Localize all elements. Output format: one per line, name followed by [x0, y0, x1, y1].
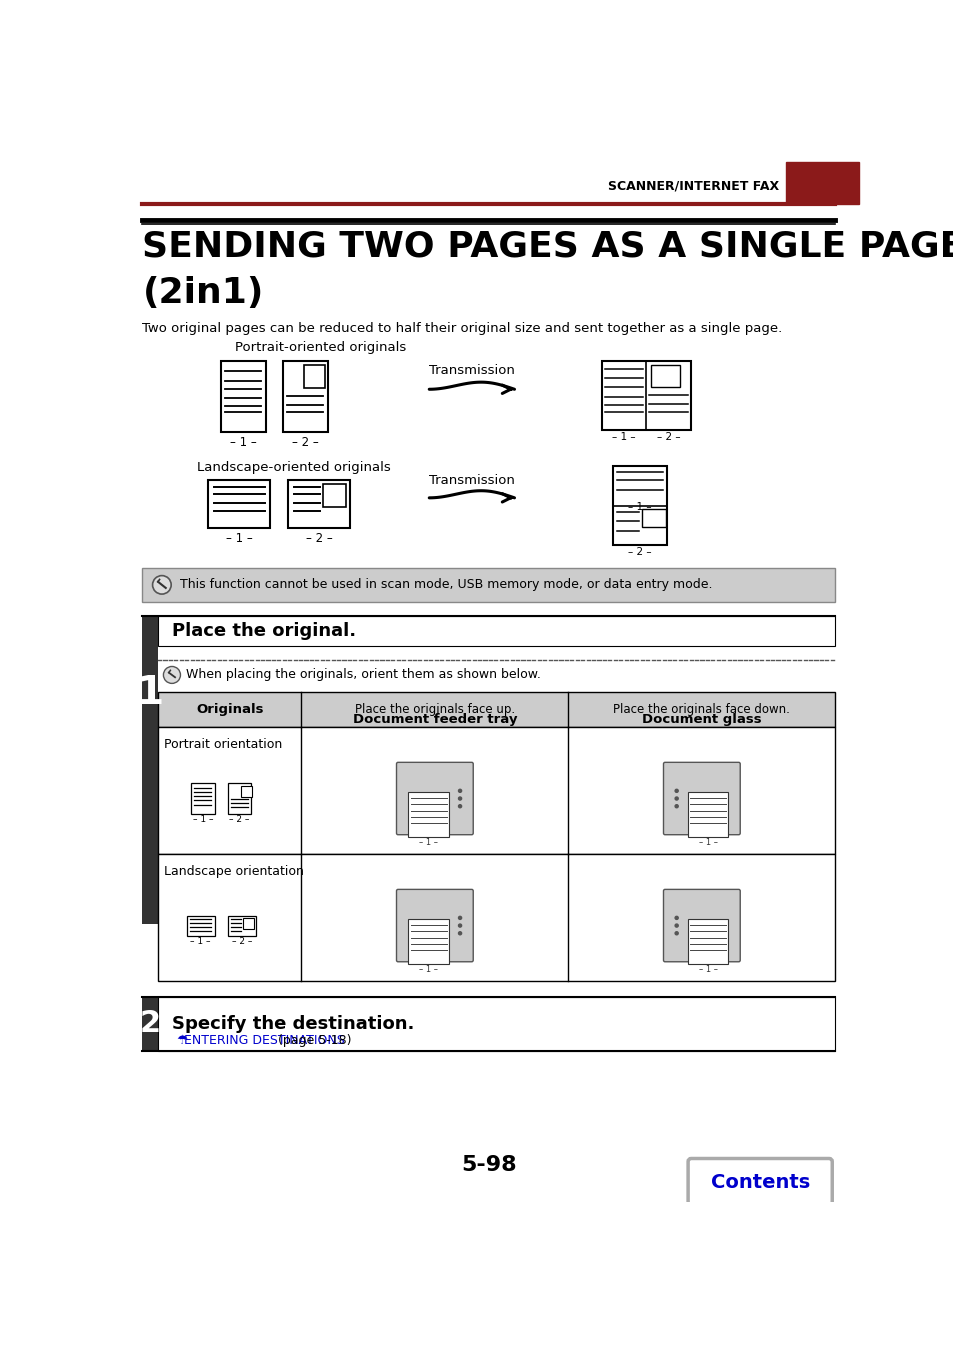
- Text: – 1 –: – 1 –: [698, 838, 717, 847]
- Bar: [397, 1020, 471, 1029]
- Text: Landscape-oriented originals: Landscape-oriented originals: [196, 461, 390, 474]
- Text: ENTERING DESTINATIONS: ENTERING DESTINATIONS: [184, 1034, 345, 1047]
- Text: – 1 –: – 1 –: [612, 432, 635, 442]
- Circle shape: [152, 576, 171, 594]
- Bar: [785, 162, 858, 204]
- Circle shape: [458, 924, 461, 927]
- Bar: [158, 616, 835, 646]
- Text: – 1 –: – 1 –: [193, 816, 213, 824]
- Circle shape: [458, 916, 461, 920]
- Text: When placing the originals, orient them as shown below.: When placing the originals, orient them …: [186, 669, 540, 681]
- Circle shape: [675, 797, 678, 800]
- Text: SCANNER/INTERNET FAX: SCANNER/INTERNET FAX: [608, 180, 779, 192]
- Circle shape: [163, 666, 180, 684]
- Text: Document feeder tray: Document feeder tray: [353, 713, 517, 725]
- Text: 5-98: 5-98: [460, 1155, 517, 1174]
- Text: 1: 1: [136, 674, 164, 712]
- Text: Place the originals face down.: Place the originals face down.: [613, 704, 789, 716]
- Text: – 1 –: – 1 –: [230, 436, 256, 450]
- Circle shape: [458, 805, 461, 808]
- Bar: [322, 484, 346, 507]
- Bar: [228, 916, 255, 936]
- Bar: [664, 893, 738, 902]
- Circle shape: [458, 932, 461, 935]
- Text: – 1 –: – 1 –: [698, 965, 717, 974]
- Circle shape: [458, 797, 461, 800]
- Bar: [288, 480, 350, 528]
- Text: – 2 –: – 2 –: [656, 432, 679, 442]
- Bar: [641, 509, 665, 527]
- Text: – 1 –: – 1 –: [418, 965, 437, 974]
- Text: Place the original.: Place the original.: [172, 621, 355, 640]
- Bar: [187, 916, 214, 936]
- Text: – 2 –: – 2 –: [232, 938, 252, 946]
- Bar: [408, 792, 449, 836]
- Text: – 1 –: – 1 –: [191, 938, 211, 946]
- Text: Transmission: Transmission: [429, 363, 515, 377]
- FancyBboxPatch shape: [396, 762, 473, 835]
- Circle shape: [675, 924, 678, 927]
- Bar: [650, 365, 679, 386]
- Text: Place the originals face up.: Place the originals face up.: [355, 704, 515, 716]
- Text: 2: 2: [139, 1009, 161, 1039]
- Circle shape: [675, 805, 678, 808]
- Bar: [208, 480, 270, 528]
- Text: – 1 –: – 1 –: [418, 838, 437, 847]
- Circle shape: [675, 916, 678, 920]
- FancyBboxPatch shape: [687, 1159, 831, 1205]
- Bar: [158, 727, 835, 854]
- Text: Specify the destination.: Specify the destination.: [172, 1016, 414, 1034]
- Text: – 2 –: – 2 –: [306, 532, 333, 546]
- Bar: [228, 784, 251, 813]
- Bar: [241, 786, 252, 797]
- Bar: [142, 567, 835, 601]
- FancyBboxPatch shape: [396, 889, 473, 962]
- Bar: [220, 361, 266, 431]
- Bar: [192, 784, 214, 813]
- Bar: [664, 1020, 738, 1029]
- Bar: [687, 919, 727, 963]
- Text: Document glass: Document glass: [641, 713, 760, 725]
- Text: Portrait-oriented originals: Portrait-oriented originals: [235, 340, 406, 354]
- Text: Transmission: Transmission: [429, 474, 515, 486]
- Bar: [601, 361, 690, 430]
- FancyBboxPatch shape: [662, 762, 740, 835]
- Circle shape: [675, 932, 678, 935]
- Text: This function cannot be used in scan mode, USB memory mode, or data entry mode.: This function cannot be used in scan mod…: [179, 578, 712, 592]
- Text: – 1 –: – 1 –: [628, 503, 651, 512]
- Text: Originals: Originals: [195, 703, 263, 716]
- Text: Contents: Contents: [710, 1173, 809, 1192]
- Bar: [408, 919, 449, 963]
- Bar: [687, 792, 727, 836]
- Circle shape: [458, 789, 461, 793]
- Bar: [282, 361, 328, 431]
- Text: – 2 –: – 2 –: [628, 547, 651, 557]
- Bar: [397, 893, 471, 902]
- Text: Portrait orientation: Portrait orientation: [164, 738, 282, 751]
- Text: – 2 –: – 2 –: [292, 436, 318, 450]
- Text: – 2 –: – 2 –: [229, 816, 250, 824]
- Bar: [158, 692, 835, 727]
- Bar: [158, 997, 835, 1051]
- FancyBboxPatch shape: [662, 889, 740, 962]
- Text: – 1 –: – 1 –: [226, 532, 253, 546]
- Text: SENDING TWO PAGES AS A SINGLE PAGE: SENDING TWO PAGES AS A SINGLE PAGE: [142, 230, 953, 263]
- Bar: [612, 466, 666, 544]
- Text: Landscape orientation: Landscape orientation: [164, 865, 304, 878]
- Bar: [142, 616, 158, 924]
- Circle shape: [675, 789, 678, 793]
- Text: (page 5-18): (page 5-18): [274, 1034, 351, 1047]
- Bar: [243, 917, 253, 929]
- Bar: [304, 365, 324, 388]
- Text: Two original pages can be reduced to half their original size and sent together : Two original pages can be reduced to hal…: [142, 323, 781, 335]
- Text: ☂: ☂: [177, 1034, 193, 1047]
- Text: (2in1): (2in1): [142, 276, 264, 311]
- Bar: [158, 854, 835, 981]
- Bar: [142, 997, 158, 1051]
